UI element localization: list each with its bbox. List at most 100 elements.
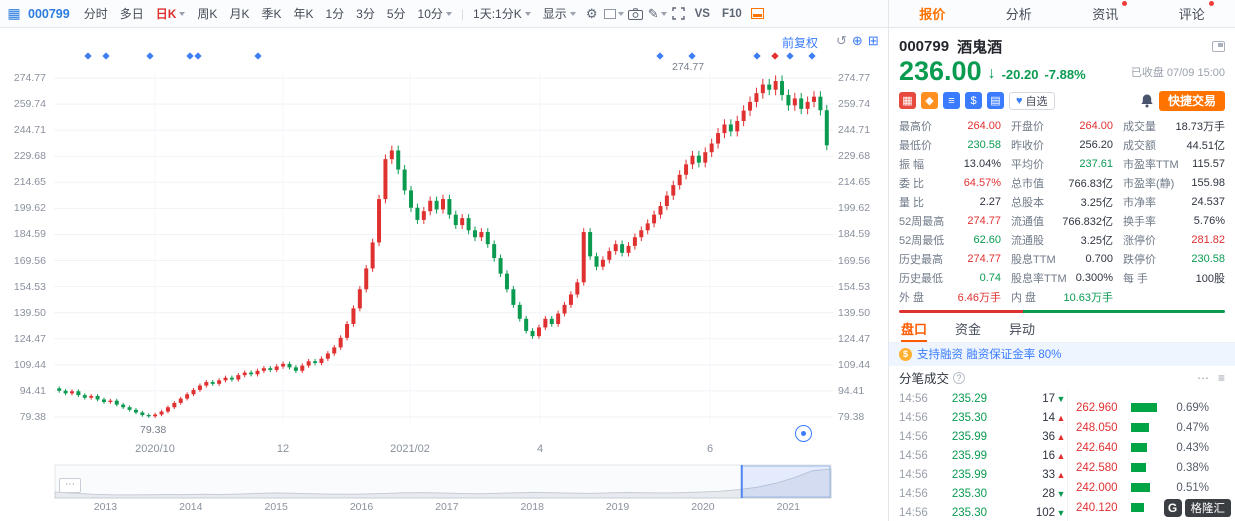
quick-trade-button[interactable]: 快捷交易: [1158, 90, 1225, 111]
toolbar-item-日K[interactable]: 日K: [150, 5, 192, 22]
ticks-and-distribution: 14:56 235.29 17 ▼ 14:56 235.30 14 ▲ 14:56 235.99 3…: [889, 389, 1235, 521]
tick-price: 235.99: [951, 450, 987, 463]
more-dots-icon[interactable]: ⋯: [1196, 370, 1209, 385]
axis-price-label: 199.62: [838, 202, 871, 215]
toolbar-item-5分[interactable]: 5分: [386, 7, 406, 21]
list-view-icon[interactable]: ≡: [1217, 370, 1225, 385]
popout-window-icon[interactable]: [1212, 41, 1225, 52]
draw-pencil-icon[interactable]: ✎: [646, 4, 669, 24]
stat-label: 股息率TTM: [1011, 273, 1067, 286]
axis-price-label: 169.56: [13, 254, 46, 267]
stat-value: 3.25亿: [1080, 235, 1113, 248]
toolbar-item-1分[interactable]: 1分: [325, 7, 345, 21]
undo-icon[interactable]: ↺: [836, 33, 847, 48]
stat-value: 0.300%: [1075, 272, 1113, 285]
tick-time: 14:56: [899, 469, 928, 482]
chart-section: 274.77 259.74 244.71 229.68 214.65 199.62 184.…: [0, 28, 888, 521]
f10-button[interactable]: F10: [721, 7, 742, 20]
panel-tab-分析[interactable]: 分析: [1005, 7, 1032, 22]
nav-year-label: 2021: [776, 501, 800, 513]
alert-bell-icon[interactable]: [1140, 93, 1154, 108]
stat-label: 跌停价: [1123, 254, 1156, 267]
panel-tabs: 报价 分析 资讯 评论: [888, 0, 1235, 27]
stat-label: 委 比: [899, 178, 925, 191]
display-menu-label: 显示: [542, 7, 567, 21]
toolbar-item-周K[interactable]: 周K: [197, 7, 218, 21]
tick-trade-row: 14:56 235.30 14 ▲: [899, 409, 1067, 428]
stat-row: 流通值 766.832亿: [1011, 212, 1113, 231]
panel-tab-资讯[interactable]: 资讯: [1090, 1, 1128, 23]
x-axis-label: 2020/10: [135, 443, 175, 455]
interval-selector[interactable]: 1天:1分K: [467, 5, 537, 22]
display-menu[interactable]: 显示: [537, 5, 582, 22]
split-window-icon[interactable]: ⊞: [867, 33, 879, 48]
news-panel-icon[interactable]: [748, 4, 768, 24]
level2-quote-icon[interactable]: ▦: [899, 92, 916, 110]
peak-price-annotation: 274.77: [672, 61, 705, 73]
locate-latest-icon[interactable]: [795, 425, 812, 442]
buy-sell-ratio-bar: [899, 309, 1225, 313]
nav-year-label: 2015: [264, 501, 288, 513]
dist-percent: 0.51%: [1176, 481, 1209, 494]
settings-gear-icon[interactable]: ⚙: [585, 5, 598, 21]
axis-price-label: 139.50: [13, 306, 46, 319]
heart-icon: ♥: [1016, 94, 1023, 107]
subtab-异动[interactable]: 异动: [1009, 322, 1036, 338]
add-watchlist-button[interactable]: ♥ 自选: [1009, 91, 1055, 110]
toolbar-item-3分[interactable]: 3分: [356, 7, 375, 21]
stat-value: 237.61: [1079, 158, 1113, 171]
compare-vs-button[interactable]: VS: [694, 7, 710, 20]
toolbar-item-10分[interactable]: 10分: [412, 5, 458, 22]
margin-financing-row[interactable]: $ 支持融资 融资保证金率 80%: [889, 342, 1235, 366]
heat-rank-icon[interactable]: ◆: [921, 92, 938, 110]
big-orders-icon[interactable]: ≡: [943, 92, 960, 110]
axis-price-label: 79.38: [838, 411, 865, 423]
screenshot-camera-icon[interactable]: [626, 4, 646, 24]
panel-tab-报价[interactable]: 报价: [919, 7, 946, 22]
axis-price-label: 259.74: [13, 98, 46, 111]
price-distribution-list[interactable]: 262.960 0.69% 248.050 0.47% 242.640 0.43% 242.…: [1067, 389, 1235, 521]
subtab-资金[interactable]: 资金: [955, 322, 982, 338]
stat-value: 766.832亿: [1062, 216, 1113, 229]
window-shape-icon: [603, 8, 616, 19]
nav-year-label: 2013: [93, 501, 118, 513]
last-price: 236.00: [899, 56, 982, 86]
stat-label: 涨停价: [1123, 235, 1156, 248]
axis-price-label: 169.56: [838, 254, 871, 267]
quote-feature-icons: ▦ ◆ ≡ $ ▤ ♥ 自选 快捷交易: [889, 86, 1235, 113]
zoom-in-icon[interactable]: ⊕: [851, 33, 863, 48]
stat-label: 流通股: [1011, 235, 1044, 248]
price-dist-row: 242.000 0.51%: [1076, 478, 1209, 498]
stat-value: 100股: [1195, 273, 1225, 286]
toolbar-left: ▦ 000799 分时 多日 日K 周K 月K 季K 年K 1分 3分 5分 10分 | 1天:1分…: [0, 0, 888, 27]
axis-price-label: 124.47: [838, 332, 871, 345]
stat-label: 最高价: [899, 121, 932, 134]
help-question-icon[interactable]: ?: [953, 371, 966, 384]
candlestick-chart[interactable]: [0, 28, 888, 521]
toolbar-item-年K[interactable]: 年K: [293, 7, 314, 21]
stock-grid-icon[interactable]: ▦: [7, 5, 21, 21]
dist-price: 242.000: [1076, 481, 1118, 494]
toolbar-item-多日[interactable]: 多日: [119, 7, 144, 21]
stat-row: 振 幅 13.04%: [899, 155, 1001, 174]
toolbar-item-季K[interactable]: 季K: [261, 7, 282, 21]
tick-volume: 14: [1042, 412, 1055, 425]
fullscreen-expand-icon[interactable]: [669, 4, 689, 24]
stat-label: 外 盘: [899, 292, 925, 305]
stat-row: 每 手 100股: [1123, 269, 1225, 288]
subtab-盘口[interactable]: 盘口: [901, 316, 928, 342]
tick-trade-list[interactable]: 14:56 235.29 17 ▼ 14:56 235.30 14 ▲ 14:56 235.99 3…: [889, 390, 1067, 521]
indicator-window-icon[interactable]: [602, 4, 626, 24]
panel-tab-评论[interactable]: 评论: [1177, 1, 1214, 23]
stock-code-label[interactable]: 000799: [28, 6, 70, 21]
toolbar-item-月K[interactable]: 月K: [229, 7, 250, 21]
calendar-icon[interactable]: ▤: [987, 92, 1004, 110]
market-status: 已收盘 07/09 15:00: [1130, 66, 1225, 79]
funds-flow-icon[interactable]: $: [965, 92, 982, 110]
adjust-mode-link[interactable]: 前复权: [782, 36, 819, 50]
axis-price-label: 94.41: [838, 384, 865, 397]
dist-percent: 0.43%: [1176, 441, 1209, 454]
nav-more-button[interactable]: ⋯: [59, 478, 81, 493]
stat-value: 115.57: [1192, 158, 1225, 171]
toolbar-item-分时[interactable]: 分时: [83, 7, 108, 21]
